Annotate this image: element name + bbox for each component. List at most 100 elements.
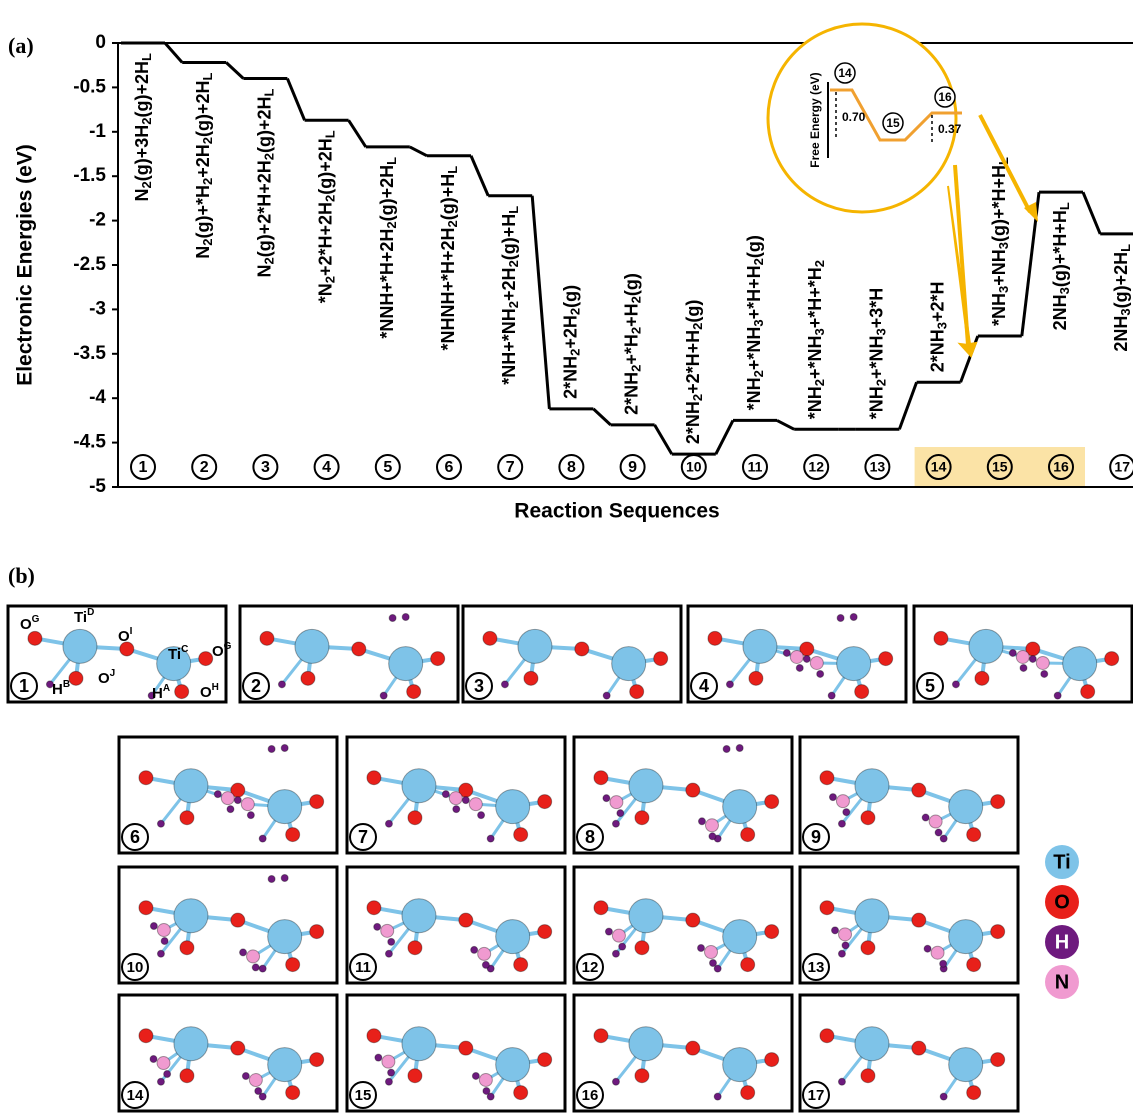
atom (741, 1086, 755, 1100)
panel-number: 8 (585, 827, 595, 847)
atom (382, 1055, 395, 1068)
text-segment: 3 (996, 242, 1011, 249)
atom (231, 913, 245, 927)
state-label: *NH2+*NH3+*H+*H2 (805, 260, 828, 419)
text-segment: 2 (262, 153, 277, 160)
structure-panel (574, 867, 792, 983)
atom (157, 924, 170, 937)
text-segment: +*NH (744, 327, 764, 371)
panel-label: (b) (8, 563, 35, 588)
text-segment: 2 (323, 276, 338, 283)
atom (501, 681, 508, 688)
atom (286, 828, 300, 842)
text-segment: 2 (813, 260, 828, 267)
atom (538, 1053, 552, 1067)
atom (157, 950, 164, 957)
text-segment: (g)+2H (1111, 252, 1131, 309)
atom (514, 958, 528, 972)
text-segment: L (262, 88, 277, 96)
x-tick-label: 11 (748, 459, 763, 475)
text-segment: +*NH (866, 336, 886, 380)
transition (1083, 192, 1100, 234)
atom (861, 941, 875, 955)
atom (175, 685, 189, 699)
text-segment: 2 (262, 257, 277, 264)
atom (975, 671, 989, 685)
text-segment: 2 (751, 258, 766, 265)
atom (278, 681, 285, 688)
text-segment: +2*H (927, 281, 947, 322)
atom (635, 941, 649, 955)
y-tick-label: -2 (89, 210, 106, 231)
atom (991, 925, 1005, 939)
atom (496, 920, 530, 954)
structure-panel (463, 606, 681, 702)
atom (310, 1053, 324, 1067)
text-segment: H (152, 685, 163, 702)
atom (538, 925, 552, 939)
atom (940, 1093, 947, 1100)
text-segment: L (384, 157, 399, 165)
atom (855, 899, 889, 933)
atom (1054, 692, 1061, 699)
atom (912, 913, 926, 927)
text-segment: *NH (866, 386, 886, 419)
text-segment: (g)+*H+H (989, 165, 1009, 242)
atom (174, 1027, 208, 1061)
atom (949, 920, 983, 954)
atom (1105, 652, 1119, 666)
x-tick-label: 6 (445, 459, 454, 476)
atom (221, 792, 234, 805)
atom (482, 961, 489, 968)
panel-number: 3 (474, 676, 484, 696)
atom (214, 791, 221, 798)
text-segment: 2 (629, 327, 644, 334)
atom (855, 685, 869, 699)
x-tick-label: 10 (686, 459, 702, 475)
state-label: 2*NH3+2*H (927, 281, 950, 372)
barrier-label: 0.37 (938, 122, 962, 136)
atom (1009, 649, 1016, 656)
text-segment: (g)+2*H+2H (254, 160, 274, 257)
atom (157, 1078, 164, 1085)
atom (603, 795, 610, 802)
inset-y-label: Free Energy (eV) (808, 72, 822, 167)
text-segment: 2*NH (560, 356, 580, 399)
atom (374, 923, 381, 930)
y-tick-label: -0.5 (73, 76, 106, 97)
panel-number: 15 (355, 1087, 372, 1104)
atom (1029, 655, 1036, 662)
atom (709, 833, 716, 840)
atom (610, 796, 623, 809)
panel-number: 13 (808, 959, 825, 976)
atom (686, 1041, 700, 1055)
text-segment: 3 (996, 286, 1011, 293)
atom (295, 629, 329, 663)
panel-number: 4 (699, 676, 709, 696)
x-tick-label: 3 (261, 459, 270, 476)
text-segment: (g) (744, 235, 764, 258)
atom (388, 1069, 395, 1076)
atom (375, 1054, 382, 1061)
atom (843, 809, 850, 816)
text-segment: *NH (744, 377, 764, 410)
text-segment: C (181, 644, 188, 655)
atom (514, 828, 528, 842)
atom (967, 1086, 981, 1100)
text-segment: H (52, 681, 63, 698)
atom (471, 946, 478, 953)
transition (410, 147, 427, 156)
text-segment: *NHNH+*H+2H (438, 227, 458, 350)
legend-label: N (1055, 971, 1069, 993)
atom (829, 794, 836, 801)
structure-panel (119, 995, 337, 1111)
text-segment: 2*NH (683, 401, 703, 444)
atom (924, 945, 931, 952)
atom (743, 629, 777, 663)
atom (367, 771, 381, 785)
atom (836, 795, 849, 808)
text-segment: 3 (1119, 308, 1133, 315)
atom (408, 1069, 422, 1083)
atom (935, 829, 942, 836)
y-tick-label: -2.5 (73, 254, 106, 275)
